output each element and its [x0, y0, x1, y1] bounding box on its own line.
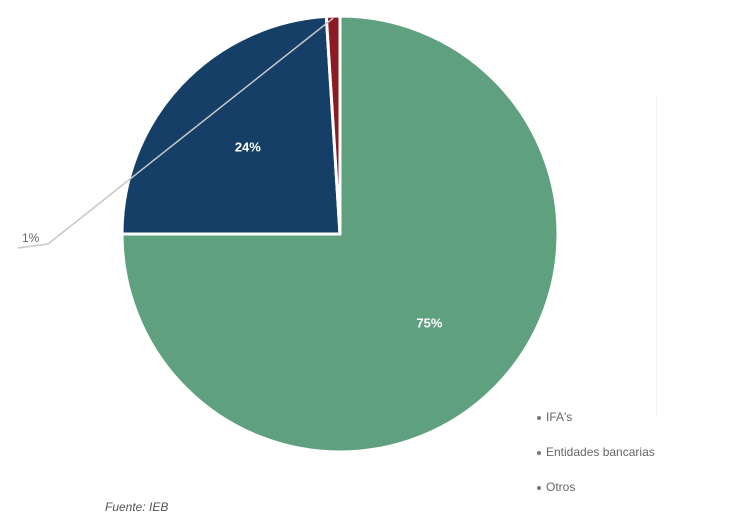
legend-swatch-entidades-bancarias — [537, 451, 541, 455]
legend-label-ifas: IFA's — [546, 410, 573, 424]
legend-label-entidades-bancarias: Entidades bancarias — [546, 445, 655, 459]
legend: IFA's Entidades bancarias Otros — [537, 410, 655, 515]
slice-label-entidades-bancarias: 24% — [235, 139, 261, 154]
legend-swatch-ifas — [537, 416, 541, 420]
legend-item-ifas: IFA's — [537, 410, 655, 445]
legend-label-otros: Otros — [546, 480, 576, 494]
slice-label-otros: 1% — [22, 231, 40, 245]
source-note: Fuente: IEB — [105, 500, 169, 514]
legend-item-entidades-bancarias: Entidades bancarias — [537, 445, 655, 480]
leader-line-otros — [17, 17, 334, 249]
pie-slice-entidades-bancarias — [120, 14, 342, 236]
slice-label-ifa-s: 75% — [416, 315, 442, 330]
legend-swatch-otros — [537, 486, 541, 490]
pie-slice-otros — [324, 14, 342, 236]
divider — [656, 95, 657, 415]
legend-item-otros: Otros — [537, 480, 655, 515]
